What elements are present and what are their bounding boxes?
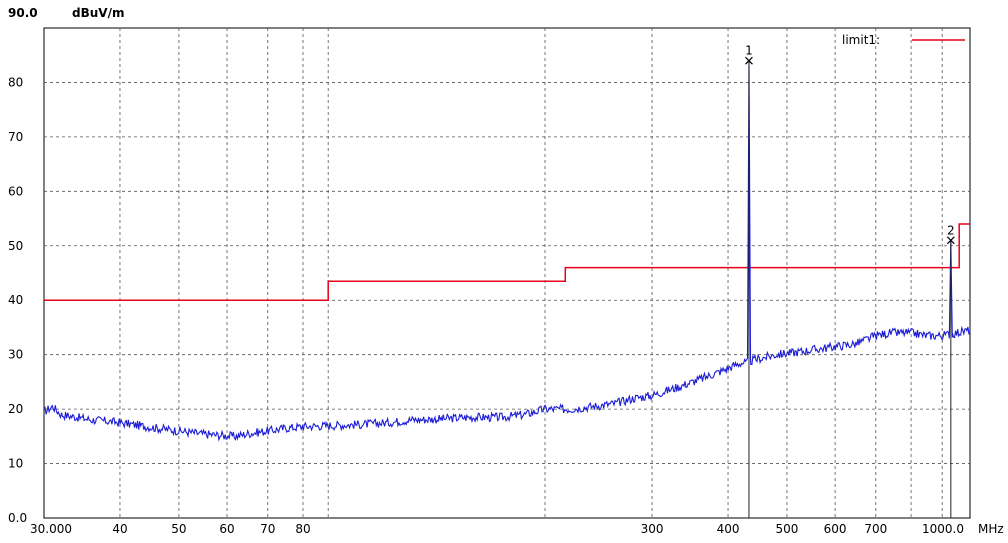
- y-axis-unit: dBuV/m: [72, 6, 124, 20]
- y-tick-label: 0.0: [8, 511, 27, 525]
- plot-frame: [43, 27, 971, 519]
- y-tick-label: 50: [8, 239, 23, 253]
- y-tick-label: 20: [8, 402, 23, 416]
- y-tick-label: 30: [8, 348, 23, 362]
- peak-markers: 12: [745, 44, 955, 518]
- legend: limit1:: [842, 33, 965, 47]
- x-tick-label: 400: [717, 522, 740, 536]
- x-tick-label: 70: [260, 522, 275, 536]
- limit-line: [44, 223, 970, 301]
- x-tick-label: 80: [295, 522, 310, 536]
- series-layer: [43, 60, 971, 442]
- x-tick-label: 1000.0: [922, 522, 964, 536]
- y-axis-top-label: 90.0: [8, 6, 38, 20]
- grid-lines: [44, 28, 970, 518]
- x-tick-label: 40: [112, 522, 127, 536]
- x-tick-label: 30.000: [30, 522, 72, 536]
- emission-trace: [43, 60, 971, 442]
- x-tick-label: 700: [864, 522, 887, 536]
- axis-labels: 0.0 10 20 30 40 50 60 70 80 30.000 40 50 60 70 80 300 40…: [8, 75, 964, 536]
- x-tick-label: 60: [219, 522, 234, 536]
- y-tick-label: 80: [8, 75, 23, 89]
- legend-label-limit1: limit1:: [842, 33, 880, 47]
- peak-marker-x-icon: [745, 56, 753, 65]
- y-tick-label: 70: [8, 130, 23, 144]
- x-tick-label: 300: [641, 522, 664, 536]
- y-tick-label: 10: [8, 457, 23, 471]
- x-tick-label: 600: [824, 522, 847, 536]
- x-axis-unit: MHz: [978, 522, 1004, 536]
- x-tick-label: 50: [171, 522, 186, 536]
- peak-marker-x-icon: [946, 236, 955, 245]
- y-tick-label: 40: [8, 293, 23, 307]
- x-tick-label: 500: [776, 522, 799, 536]
- y-tick-label: 60: [8, 184, 23, 198]
- peak-marker-label: 1: [745, 44, 753, 58]
- peak-marker-label: 2: [947, 223, 955, 237]
